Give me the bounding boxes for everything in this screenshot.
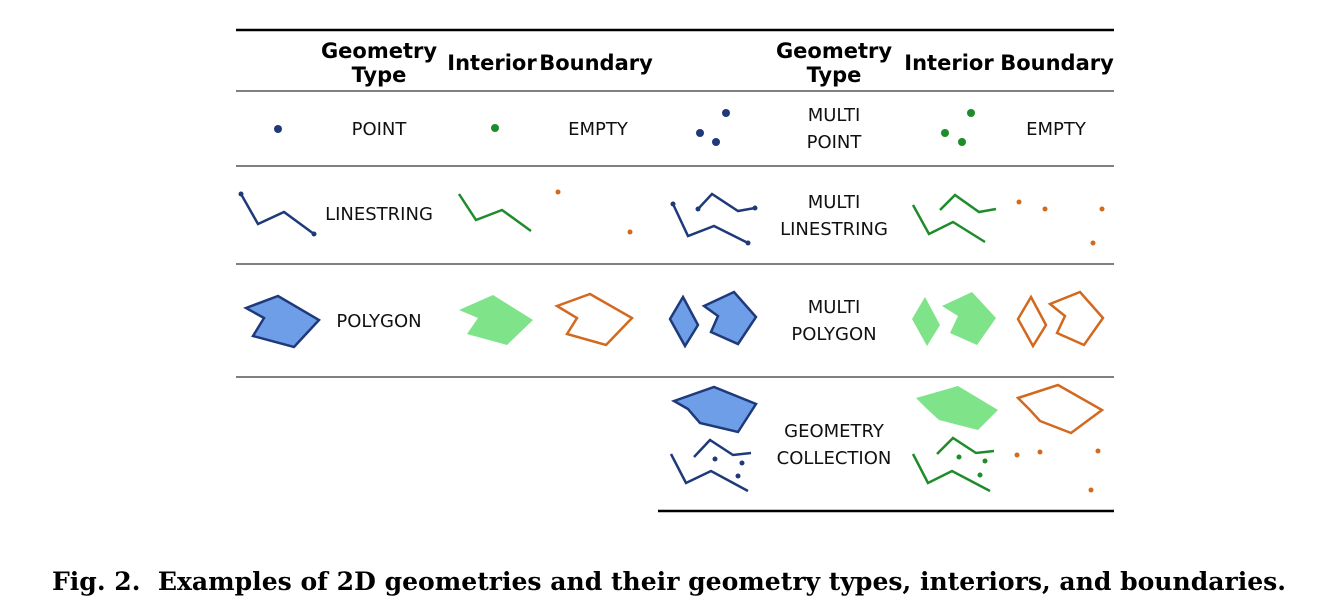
- linestring-interior-icon: [457, 193, 532, 233]
- multilinestring-boundary-icon: [1016, 199, 1105, 246]
- header-left-type-line2: Type: [352, 63, 407, 87]
- multipolygon-boundary-icon: [1016, 290, 1105, 349]
- multipolygon-geometry-icon: [668, 290, 758, 349]
- header-right-boundary: Boundary: [1000, 51, 1114, 75]
- geometry-collection-type-label-line1: GEOMETRY: [784, 421, 885, 442]
- multipoint-interior-icon: [941, 109, 975, 146]
- geometry-collection-type-label-line2: COLLECTION: [777, 448, 892, 469]
- polygon-type-label: POLYGON: [336, 311, 421, 332]
- header-left-boundary: Boundary: [539, 51, 653, 75]
- multilinestring-interior-icon: [911, 193, 997, 244]
- linestring-type-label: LINESTRING: [325, 204, 433, 225]
- multipoint-geometry-icon: [696, 109, 730, 146]
- geometry-collection-interior-icon: [911, 386, 998, 493]
- polygon-interior-icon: [459, 295, 533, 345]
- geometry-collection-boundary-icon: [1014, 383, 1105, 493]
- header-left-interior: Interior: [447, 51, 537, 75]
- header-left-type-line1: Geometry: [321, 39, 437, 63]
- multipoint-type-label-line2: POINT: [807, 132, 863, 153]
- polygon-boundary-icon: [554, 292, 635, 347]
- multilinestring-type-label-line1: MULTI: [808, 192, 861, 213]
- polygon-geometry-icon: [243, 294, 321, 349]
- multilinestring-geometry-icon: [670, 192, 758, 246]
- header-right-interior: Interior: [904, 51, 994, 75]
- header-right-type-line1: Geometry: [776, 39, 892, 63]
- multipolygon-type-label-line1: MULTI: [808, 297, 861, 318]
- point-geometry-icon: [274, 125, 282, 133]
- multipoint-boundary-label: EMPTY: [1026, 119, 1087, 140]
- geometry-collection-geometry-icon: [669, 385, 758, 493]
- linestring-geometry-icon: [238, 191, 317, 237]
- point-boundary-label: EMPTY: [568, 119, 629, 140]
- point-interior-icon: [491, 124, 499, 132]
- point-type-label: POINT: [352, 119, 408, 140]
- multilinestring-type-label-line2: LINESTRING: [780, 219, 888, 240]
- linestring-boundary-icon: [555, 189, 633, 235]
- multipoint-type-label-line1: MULTI: [808, 105, 861, 126]
- figure-caption: Fig. 2. Examples of 2D geometries and th…: [52, 567, 1286, 596]
- multipolygon-type-label-line2: POLYGON: [791, 324, 876, 345]
- multipolygon-interior-icon: [912, 292, 996, 346]
- header-right-type-line2: Type: [807, 63, 862, 87]
